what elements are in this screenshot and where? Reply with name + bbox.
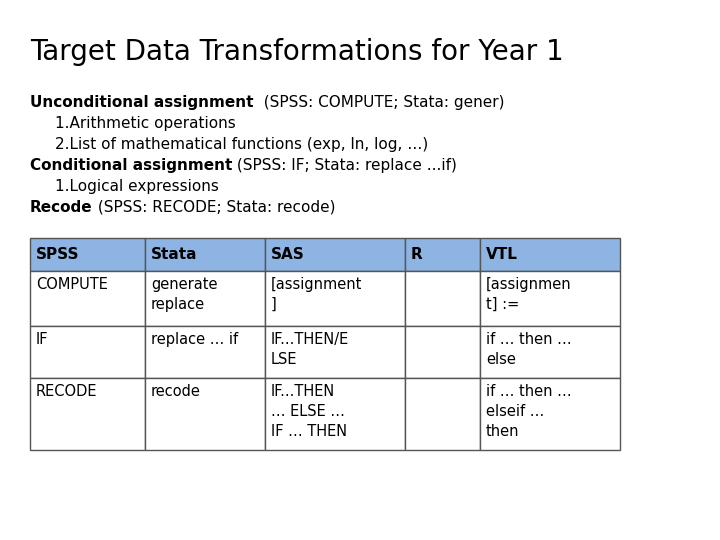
Bar (405, 238, 480, 271)
Bar (265, 271, 405, 326)
Bar (480, 378, 620, 450)
Bar (405, 326, 480, 378)
Bar (145, 326, 265, 378)
Text: VTL: VTL (486, 247, 518, 262)
Bar (145, 238, 265, 271)
Text: 1.Arithmetic operations: 1.Arithmetic operations (55, 116, 235, 131)
Bar (265, 326, 405, 378)
Text: [assignment
]: [assignment ] (271, 277, 362, 312)
Text: RECODE: RECODE (36, 384, 97, 399)
Bar (480, 271, 620, 326)
Text: generate
replace: generate replace (151, 277, 217, 312)
Text: recode: recode (151, 384, 201, 399)
Text: Conditional assignment: Conditional assignment (30, 158, 233, 173)
Bar (30, 326, 145, 378)
Text: R: R (411, 247, 423, 262)
Text: SAS: SAS (271, 247, 305, 262)
Text: Recode: Recode (30, 200, 93, 215)
Text: replace … if: replace … if (151, 332, 238, 347)
Text: Unconditional assignment: Unconditional assignment (30, 95, 253, 110)
Bar (405, 271, 480, 326)
Bar (480, 238, 620, 271)
Bar (480, 326, 620, 378)
Text: IF...THEN/E
LSE: IF...THEN/E LSE (271, 332, 349, 367)
Bar (265, 238, 405, 271)
Bar (30, 238, 145, 271)
Text: (SPSS: IF; Stata: replace ...if): (SPSS: IF; Stata: replace ...if) (233, 158, 457, 173)
Text: (SPSS: COMPUTE; Stata: gener): (SPSS: COMPUTE; Stata: gener) (253, 95, 504, 110)
Text: Stata: Stata (151, 247, 197, 262)
Text: COMPUTE: COMPUTE (36, 277, 108, 292)
Text: Target Data Transformations for Year 1: Target Data Transformations for Year 1 (30, 38, 564, 66)
Text: IF...THEN
… ELSE …
IF … THEN: IF...THEN … ELSE … IF … THEN (271, 384, 347, 438)
Text: if … then …
elseif …
then: if … then … elseif … then (486, 384, 572, 438)
Text: (SPSS: RECODE; Stata: recode): (SPSS: RECODE; Stata: recode) (93, 200, 335, 215)
Text: [assignmen
t] :=: [assignmen t] := (486, 277, 572, 312)
Text: if … then …
else: if … then … else (486, 332, 572, 367)
Bar (405, 378, 480, 450)
Text: 1.Logical expressions: 1.Logical expressions (55, 179, 219, 194)
Text: 2.List of mathematical functions (exp, ln, log, …): 2.List of mathematical functions (exp, l… (55, 137, 428, 152)
Text: SPSS: SPSS (36, 247, 79, 262)
Bar (30, 378, 145, 450)
Text: IF: IF (36, 332, 48, 347)
Bar (30, 271, 145, 326)
Bar (145, 378, 265, 450)
Bar (265, 378, 405, 450)
Bar (145, 271, 265, 326)
